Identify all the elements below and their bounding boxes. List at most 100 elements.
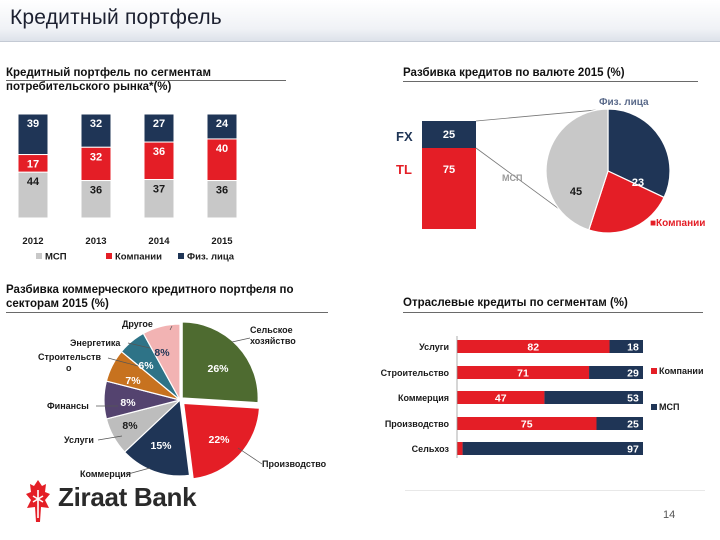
segment-bar-label-физ-лица-2013: 32 [90,118,102,130]
segments-chart-title: Кредитный портфель по сегментам потребит… [6,66,291,94]
segment-bar-физ-лица-2015 [206,113,238,140]
sector-pie-slice-сельское-хозяйство [181,321,259,404]
sector-pie-value-услуги: 8% [122,420,138,432]
sector-label-stroitelstvo-line-1: Строительств [38,352,102,362]
segment-bar-label-физ-лица-2012: 39 [27,118,39,130]
segment-bar-label-мсп-2015: 36 [216,185,228,197]
segment-bar-физ-лица-2012 [17,113,49,156]
currency-axis-label-tl: TL [396,162,412,177]
currency-bar-label-tl: 75 [443,164,455,176]
segment-bar-label-компании-2013: 32 [90,151,102,163]
sector-label-другое: Другое [122,319,153,329]
sector-label-энергетика: Энергетика [70,338,121,348]
currency-axis-label-fx: FX [396,129,413,144]
fx-pie-slice-мсп [545,108,609,231]
currency-chart-title: Разбивка кредитов по валюте 2015 (%) [403,67,625,79]
industry-legend-swatch-компании [651,368,657,374]
sector-leader-производство [237,447,263,465]
industry-bar-мсп-коммерция [544,391,643,404]
industry-bar-мсп-производство [596,417,643,430]
industry-legend-swatch-мсп [651,404,657,410]
fx-pie-label-msp: МСП [502,173,522,183]
industry-bar-компании-коммерция [457,391,545,404]
segment-bar-label-мсп-2012: 44 [27,176,40,188]
industry-category-сельхоз: Сельхоз [412,444,450,454]
sector-pie-slice-коммерция [123,398,191,477]
segment-bar-мсп-2014 [143,179,175,219]
footer-box [405,490,705,532]
segment-year-label-2012: 2012 [22,236,43,247]
sector-leader-другое [169,325,173,331]
industry-bar-компании-строительство [457,366,590,379]
sector-pie-value-сельское-хозяйство: 26% [207,363,229,375]
sector-leader-stroitelstvo [107,357,139,367]
currency-title-rule [403,81,698,82]
industry-bar-компании-услуги [457,340,610,353]
sector-label-коммерция: Коммерция [80,469,131,479]
industry-bar-компании-производство [457,417,597,430]
currency-bar-label-fx: 25 [443,129,455,141]
legend-label-компании: Компании [115,252,162,263]
fx-pie-value-мсп: 45 [570,186,582,198]
fx-pie-slice-компании [588,170,665,234]
industry-title-rule [403,312,703,313]
industry-bar-мсп-услуги [609,340,643,353]
sector-pie-value-другое: 8% [154,347,170,359]
fx-pie-label-kompanii: ■Компании [650,218,705,229]
sectors-chart-title: Разбивка коммерческого кредитного портфе… [6,283,366,311]
segment-year-label-2014: 2014 [148,236,170,247]
sectors-title-line-1: Разбивка коммерческого кредитного портфе… [6,284,294,296]
sectors-pie-chart: 26%22%15%8%8%7%6%8%ДругоеЭнергетикаФинан… [38,319,327,480]
fx-pie-slice-физ-лица [607,108,671,199]
industry-chart-title: Отраслевые кредиты по сегментам (%) [403,297,628,309]
industry-category-производство: Производство [385,419,450,429]
sector-pie-value-коммерция: 15% [150,440,172,452]
industry-segment-bar-chart: Услуги 82 18 Строительство 71 29 Коммерция 47 53… [381,336,703,458]
sector-pie-value-производство: 22% [208,434,230,446]
sector-label-selskoe-line-2: хозяйство [250,336,296,346]
sector-pie-value-строительство: 7% [125,375,141,387]
sector-leader-услуги [97,435,123,441]
industry-value-мсп-сельхоз: 97 [627,444,639,456]
segment-bar-label-компании-2012: 17 [27,159,39,171]
currency-bar-tl [422,148,476,229]
industry-legend-label-компании: Компании [659,366,703,376]
legend-swatch-компании [106,253,112,259]
sector-pie-value-финансы: 8% [120,397,136,409]
industry-bar-мсп-строительство [589,366,643,379]
segment-bar-физ-лица-2014 [143,113,175,143]
segment-bar-компании-2015 [206,138,238,182]
industry-value-компании-коммерция: 47 [495,393,507,405]
segments-title-line-1: Кредитный портфель по сегментам [6,67,211,79]
legend-label-физ-лица: Физ. лица [187,252,235,263]
currency-bar-fx [422,121,476,148]
legend-swatch-физ-лица [178,253,184,259]
industry-bar-мсп-сельхоз [462,442,643,455]
sector-label-selskoe-line-1: Сельское [250,325,293,335]
legend-swatch-мсп [36,253,42,259]
segment-bar-label-физ-лица-2015: 24 [216,118,229,130]
sector-pie-value-энергетика: 6% [138,360,154,372]
industry-value-мсп-производство: 25 [627,419,639,431]
industry-value-мсп-коммерция: 53 [627,393,639,405]
industry-value-компании-услуги: 82 [527,342,539,354]
segment-bar-компании-2014 [143,141,175,181]
sector-leader-коммерция [127,467,151,475]
fx-pie-value-компании: 23 [632,177,644,189]
segment-bar-label-мсп-2013: 36 [90,185,102,197]
title-bar: Кредитный портфель [0,0,720,42]
industry-legend-label-мсп: МСП [659,402,679,412]
sector-label-услуги: Услуги [64,435,94,445]
industry-value-мсп-строительство: 29 [627,368,639,380]
industry-category-строительство: Строительство [381,368,450,378]
sector-leader-энергетика [127,342,151,349]
segment-bar-мсп-2013 [80,180,112,219]
segment-year-label-2015: 2015 [211,236,233,247]
industry-value-мсп-услуги: 18 [627,342,639,354]
segment-bar-мсп-2012 [17,171,49,219]
currency-connector-top [475,109,598,122]
segments-stacked-bar-chart: 39 17 44 2012 32 32 36 2013 27 36 37 2014 24 40 36 2015… [17,113,238,263]
sector-label-производство: Производство [262,459,327,469]
sector-label-финансы: Финансы [47,401,89,411]
